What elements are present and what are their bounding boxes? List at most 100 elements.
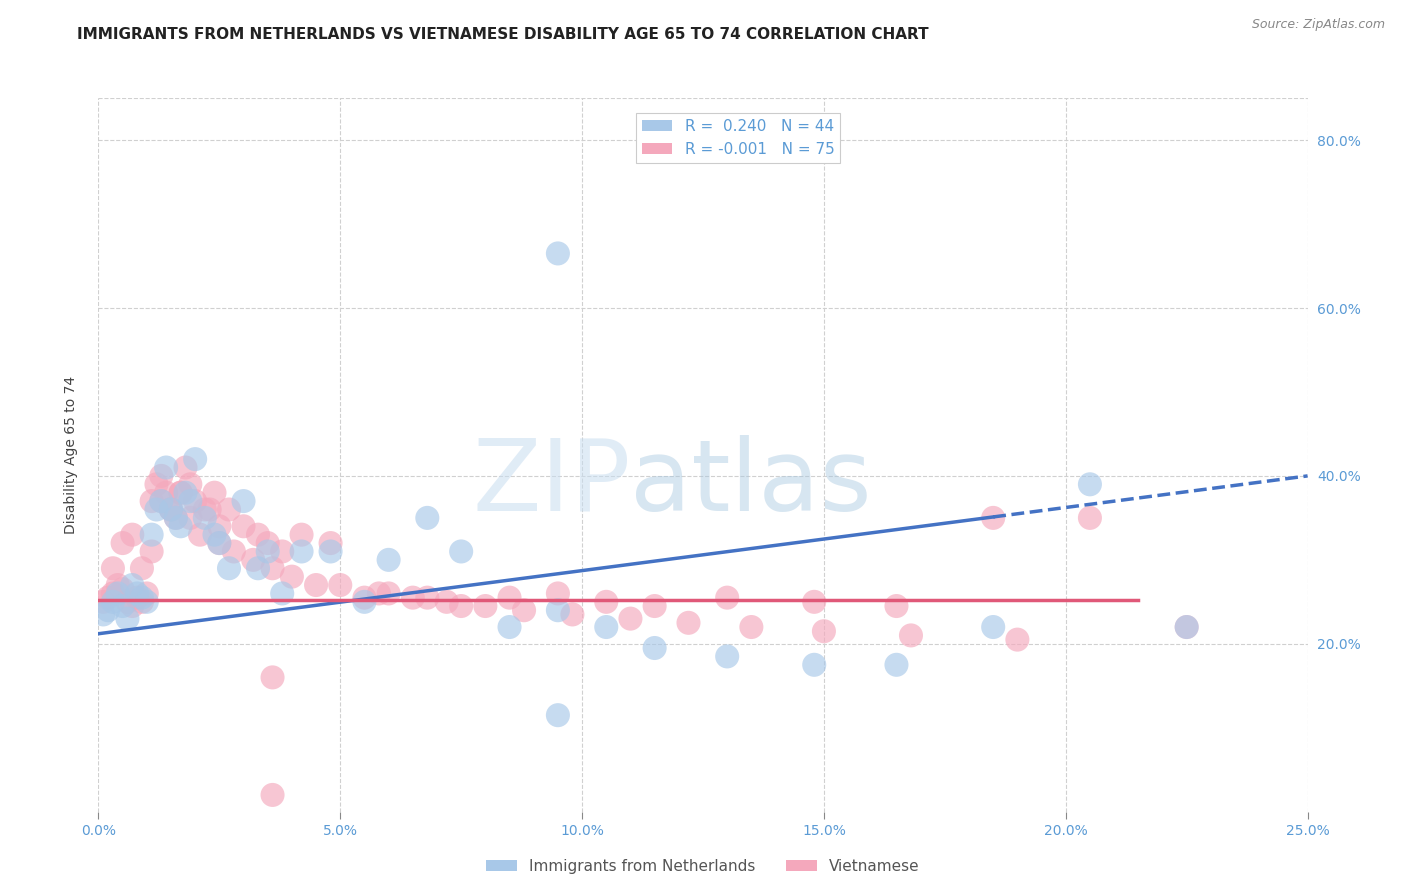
Text: atlas: atlas xyxy=(630,435,872,532)
Point xyxy=(174,485,197,500)
Point xyxy=(204,485,226,500)
Point xyxy=(644,599,666,613)
Point xyxy=(127,591,149,605)
Point xyxy=(377,553,399,567)
Point xyxy=(169,485,191,500)
Point xyxy=(262,670,284,684)
Point xyxy=(141,544,163,558)
Point xyxy=(256,536,278,550)
Point xyxy=(271,586,294,600)
Point xyxy=(436,595,458,609)
Point xyxy=(1078,511,1101,525)
Point xyxy=(117,595,139,609)
Point xyxy=(117,612,139,626)
Point xyxy=(474,599,496,613)
Point xyxy=(981,620,1004,634)
Point xyxy=(121,578,143,592)
Point xyxy=(155,460,177,475)
Point xyxy=(145,502,167,516)
Point xyxy=(184,494,207,508)
Point xyxy=(141,494,163,508)
Point xyxy=(218,502,240,516)
Point xyxy=(150,494,173,508)
Point xyxy=(179,511,201,525)
Point xyxy=(150,494,173,508)
Point xyxy=(416,511,439,525)
Point xyxy=(165,511,187,525)
Point xyxy=(107,586,129,600)
Point xyxy=(644,640,666,655)
Point xyxy=(329,578,352,592)
Point xyxy=(305,578,328,592)
Point xyxy=(256,544,278,558)
Point xyxy=(595,620,617,634)
Point xyxy=(150,469,173,483)
Point xyxy=(247,561,270,575)
Point xyxy=(247,527,270,541)
Point xyxy=(981,511,1004,525)
Point xyxy=(262,561,284,575)
Point xyxy=(281,569,304,583)
Point xyxy=(111,599,134,613)
Point xyxy=(184,452,207,467)
Point xyxy=(353,595,375,609)
Point xyxy=(716,649,738,664)
Point xyxy=(169,485,191,500)
Legend: Immigrants from Netherlands, Vietnamese: Immigrants from Netherlands, Vietnamese xyxy=(481,853,925,880)
Point xyxy=(107,578,129,592)
Point xyxy=(179,494,201,508)
Point xyxy=(188,527,211,541)
Point xyxy=(111,536,134,550)
Point xyxy=(242,553,264,567)
Point xyxy=(740,620,762,634)
Point xyxy=(886,599,908,613)
Point xyxy=(165,511,187,525)
Point xyxy=(319,544,342,558)
Point xyxy=(1078,477,1101,491)
Point xyxy=(886,657,908,672)
Point xyxy=(561,607,583,622)
Point xyxy=(111,582,134,597)
Point xyxy=(232,494,254,508)
Legend: R =  0.240   N = 44, R = -0.001   N = 75: R = 0.240 N = 44, R = -0.001 N = 75 xyxy=(636,113,841,162)
Point xyxy=(91,607,114,622)
Point xyxy=(208,536,231,550)
Point xyxy=(141,527,163,541)
Point xyxy=(101,561,124,575)
Point xyxy=(450,544,472,558)
Point xyxy=(145,477,167,491)
Point xyxy=(416,591,439,605)
Point xyxy=(198,502,221,516)
Text: Source: ZipAtlas.com: Source: ZipAtlas.com xyxy=(1251,18,1385,31)
Point xyxy=(194,502,217,516)
Point xyxy=(498,620,520,634)
Point xyxy=(155,485,177,500)
Point xyxy=(547,708,569,723)
Point xyxy=(97,603,120,617)
Point xyxy=(91,595,114,609)
Point xyxy=(1007,632,1029,647)
Point xyxy=(1175,620,1198,634)
Point xyxy=(174,460,197,475)
Point xyxy=(127,586,149,600)
Point xyxy=(121,527,143,541)
Point xyxy=(121,599,143,613)
Point xyxy=(1175,620,1198,634)
Point xyxy=(222,544,245,558)
Point xyxy=(135,595,157,609)
Point xyxy=(290,527,312,541)
Point xyxy=(179,477,201,491)
Point xyxy=(353,591,375,605)
Point xyxy=(101,595,124,609)
Point xyxy=(513,603,536,617)
Y-axis label: Disability Age 65 to 74: Disability Age 65 to 74 xyxy=(63,376,77,534)
Point xyxy=(232,519,254,533)
Point xyxy=(160,502,183,516)
Point xyxy=(803,595,825,609)
Point xyxy=(101,586,124,600)
Point xyxy=(271,544,294,558)
Point xyxy=(450,599,472,613)
Point xyxy=(169,519,191,533)
Point xyxy=(678,615,700,630)
Point xyxy=(97,591,120,605)
